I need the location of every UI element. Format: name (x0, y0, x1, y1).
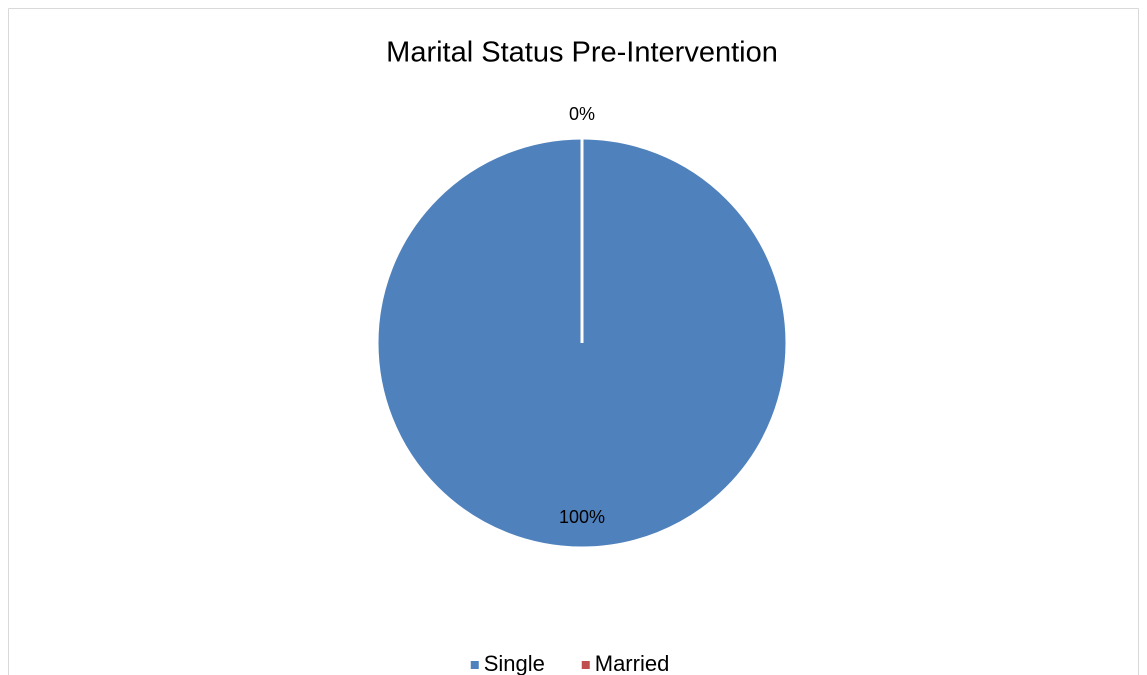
legend-label: Single (484, 651, 545, 675)
chart-title: Marital Status Pre-Intervention (386, 37, 778, 69)
data-label: 0% (569, 104, 595, 124)
legend-swatch (470, 661, 479, 669)
legend-swatch (581, 661, 590, 669)
legend-label: Married (595, 651, 670, 675)
data-label: 100% (559, 507, 605, 527)
